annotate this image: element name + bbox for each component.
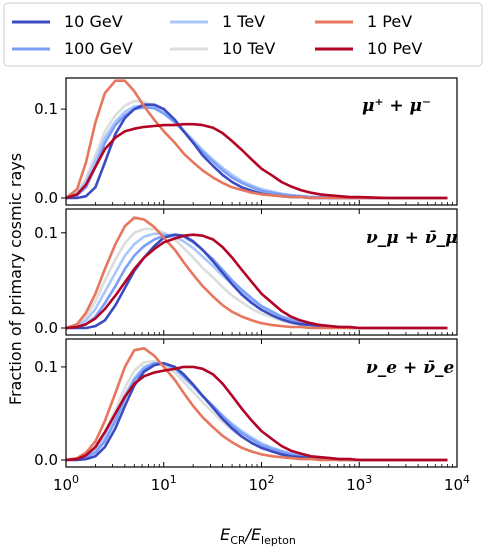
legend: 10 GeV 100 GeV 1 TeV 10 TeV 1 PeV 10 PeV — [3, 2, 483, 67]
x-axis-label: ECR/Elepton — [220, 525, 296, 547]
y-axis-label: Fraction of primary cosmic rays — [6, 153, 25, 405]
legend-frame — [3, 2, 483, 67]
series-line — [66, 216, 448, 330]
panel: 0.0 0.1 ν_e + ν̄_e — [34, 338, 458, 469]
legend-entry: 100 GeV — [12, 39, 133, 58]
y-tick-label: 0.1 — [34, 358, 58, 376]
legend-entry: 1 TeV — [170, 12, 265, 31]
legend-label: 1 TeV — [222, 12, 265, 31]
x-tick-label: 102 — [248, 473, 274, 494]
series-line — [66, 79, 448, 200]
legend-label: 10 PeV — [367, 39, 422, 58]
x-tick-label: 104 — [444, 473, 470, 494]
y-tick-label: 0.1 — [34, 100, 58, 118]
legend-label: 100 GeV — [64, 39, 133, 58]
legend-label: 10 TeV — [222, 39, 275, 58]
y-tick-label: 0.1 — [34, 224, 58, 242]
legend-label: 1 PeV — [367, 12, 412, 31]
y-tick-label: 0.0 — [34, 319, 58, 337]
panel-label: ν_e + ν̄_e — [366, 358, 454, 378]
series-line — [66, 233, 448, 330]
panel: 0.0 0.1 ν_μ + ν̄_μ — [34, 208, 458, 337]
legend-entry: 10 GeV — [12, 12, 123, 31]
y-tick-label: 0.0 — [34, 189, 58, 207]
x-tick-label: 100 — [53, 473, 79, 494]
x-tick-label: 103 — [346, 473, 372, 494]
series-line — [66, 122, 448, 200]
series-line — [66, 347, 448, 462]
x-tick-label: 101 — [151, 473, 177, 494]
y-tick-label: 0.0 — [34, 451, 58, 469]
legend-entry: 10 TeV — [170, 39, 275, 58]
series-line — [66, 365, 448, 462]
panel-label: μ⁺ + μ⁻ — [362, 96, 431, 116]
legend-entry: 1 PeV — [315, 12, 412, 31]
panel-label: ν_μ + ν̄_μ — [366, 228, 458, 248]
legend-label: 10 GeV — [64, 12, 123, 31]
legend-entry: 10 PeV — [315, 39, 422, 58]
series-line — [66, 103, 448, 200]
panel: 0.0 0.1 μ⁺ + μ⁻ — [34, 77, 458, 207]
